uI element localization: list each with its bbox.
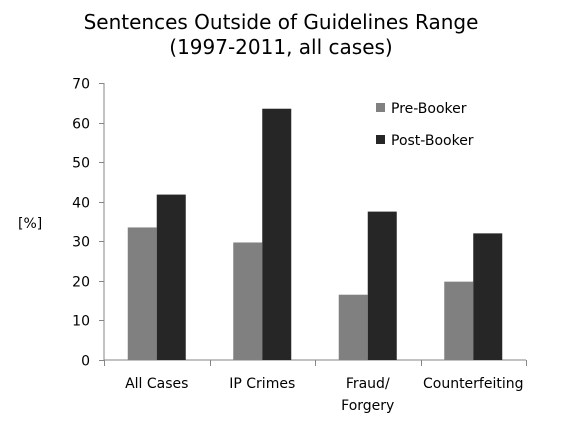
bar-pre-booker [338,294,368,360]
chart-title-line-1: Sentences Outside of Guidelines Range [84,10,479,34]
x-category-label-line: IP Crimes [229,376,295,392]
x-category-label-line: Fraud/ [346,376,390,392]
y-tick-label: 50 [72,156,90,172]
bar-post-booker [156,194,186,360]
bar-post-booker [473,233,503,360]
legend-label: Pre-Booker [391,101,467,117]
x-category-label: All Cases [125,376,188,392]
legend-label: Post-Booker [391,133,474,149]
legend: Pre-Booker Post-Booker [376,101,474,149]
x-category-label-line: All Cases [125,376,188,392]
y-tick-label: 70 [72,77,90,93]
y-tick-label: 20 [72,275,90,291]
x-category-label: IP Crimes [229,376,295,392]
chart-title-line-2: (1997-2011, all cases) [169,35,392,59]
bar-post-booker [367,211,397,360]
x-category-label-line: Counterfeiting [423,376,524,392]
x-category-label: Fraud/Forgery [341,376,394,414]
plot-area: 0 10 20 30 40 50 60 70 All Cases IP Crimes Fraud/F… [72,77,527,414]
bar-pre-booker [233,242,263,360]
y-axis-label: [%] [18,216,42,232]
legend-swatch [376,103,385,112]
y-tick-label: 60 [72,117,90,133]
bar-pre-booker [444,281,474,360]
y-tick-label: 30 [72,235,90,251]
x-category-label: Counterfeiting [423,376,524,392]
y-tick-label: 40 [72,196,90,212]
y-tick-label: 10 [72,314,90,330]
y-tick-label: 0 [81,354,90,370]
bar-pre-booker [127,227,157,360]
bar-post-booker [262,108,292,360]
legend-swatch [376,135,385,144]
x-category-label-line: Forgery [341,398,394,414]
